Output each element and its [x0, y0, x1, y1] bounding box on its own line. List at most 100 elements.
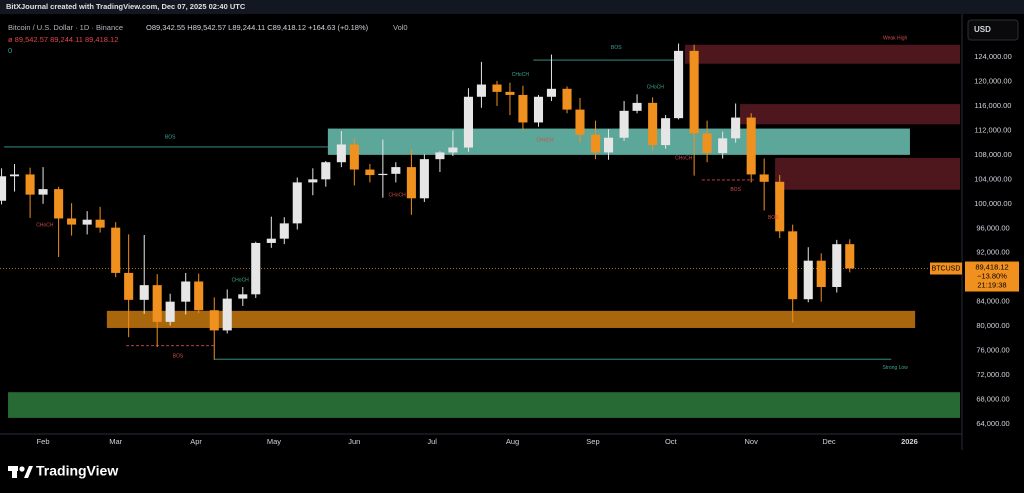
zone: [775, 157, 960, 190]
y-tick-label: 100,000.00: [974, 199, 1012, 208]
candle-body: [139, 285, 149, 300]
candle-body: [546, 88, 557, 97]
y-tick-label: 64,000.00: [976, 419, 1009, 428]
candle-body: [603, 137, 614, 153]
y-tick-label: 116,000.00: [975, 101, 1012, 110]
candle-body: [463, 96, 473, 148]
candle-body: [661, 118, 671, 146]
candle-body: [448, 147, 458, 153]
candle-body: [308, 179, 318, 183]
x-tick-label: Jun: [348, 437, 360, 446]
candle-body: [562, 88, 572, 110]
x-tick-label: Sep: [586, 437, 599, 446]
candle-body: [336, 144, 346, 163]
annotation: Strong Low: [883, 365, 909, 371]
candle-body: [266, 238, 276, 243]
candle-body: [165, 301, 175, 322]
zone: [106, 310, 916, 328]
candle-body: [209, 310, 219, 331]
candle-body: [365, 169, 375, 176]
y-tick-label: 80,000.00: [976, 321, 1009, 330]
candle-body: [419, 159, 429, 199]
candle-body: [775, 181, 785, 232]
x-tick-label: 2026: [901, 437, 918, 446]
annotation: CHoCH: [647, 84, 665, 90]
x-tick-label: Feb: [37, 437, 50, 446]
annotation: CHoCH: [512, 72, 530, 78]
y-tick-label: 76,000.00: [976, 346, 1009, 355]
candle-body: [95, 219, 105, 228]
brand: TradingView: [36, 463, 118, 479]
candle-body: [435, 152, 445, 160]
candle-body: [632, 102, 642, 111]
y-tick-label: 68,000.00: [976, 395, 1009, 404]
candle-body: [9, 174, 20, 177]
x-tick-label: Nov: [745, 437, 759, 446]
zone: [8, 392, 960, 418]
x-tick-label: Mar: [109, 437, 122, 446]
annotation: CHoCH: [675, 155, 693, 161]
candle-body: [518, 94, 528, 123]
currency-box[interactable]: [967, 19, 1019, 41]
annotation: BOS: [165, 134, 176, 140]
change-label: −13.80%: [977, 272, 1007, 281]
candle-body: [54, 189, 64, 219]
candle-body: [279, 223, 289, 239]
candle-body: [292, 182, 302, 224]
candle-body: [674, 50, 684, 119]
logo: [8, 466, 33, 478]
annotation: CHoCH: [36, 223, 54, 229]
y-tick-label: 124,000.00: [974, 52, 1012, 61]
ticker: BTCUSD: [932, 265, 961, 272]
candle-body: [759, 174, 769, 182]
candle-body: [378, 173, 388, 176]
candle-body: [251, 242, 261, 295]
candle-body: [82, 219, 92, 225]
candle-body: [152, 285, 162, 322]
x-tick-label: May: [267, 437, 281, 446]
zone: [327, 128, 910, 155]
candle-body: [349, 144, 359, 170]
price-tag: [965, 261, 1019, 292]
candle-body: [391, 167, 401, 174]
candle-body: [746, 117, 756, 175]
annotation: BOS: [768, 215, 779, 221]
y-tick-label: 92,000.00: [976, 248, 1009, 257]
candle-body: [25, 174, 35, 195]
symbol: Bitcoin / U.S. Dollar · 1D · Binance: [8, 23, 123, 32]
candle-body: [816, 260, 826, 287]
candle-body: [67, 218, 77, 225]
annotation: CHoCH: [389, 193, 407, 199]
candle-body: [731, 117, 741, 139]
indicator-value: 0: [8, 46, 12, 55]
candle-body: [689, 50, 699, 134]
annotation: Weak High: [883, 35, 908, 41]
candle-body: [194, 281, 204, 311]
indicator-values: ø 89,542.57 89,244.11 89,418.12: [8, 35, 118, 44]
candle-body: [803, 260, 813, 300]
candle-body: [575, 109, 585, 135]
y-tick-label: 72,000.00: [976, 370, 1009, 379]
annotation: BOS: [611, 45, 622, 51]
y-tick-label: 104,000.00: [974, 174, 1012, 183]
ticker-tag: [930, 262, 962, 275]
candle-body: [832, 244, 842, 287]
countdown: 21:19:38: [977, 281, 1006, 290]
x-tick-label: Apr: [190, 437, 202, 446]
candle-body: [476, 84, 486, 97]
candle-body: [492, 84, 502, 92]
candle-body: [718, 138, 728, 154]
candle-body: [591, 134, 601, 153]
annotation: CHoCH: [232, 278, 250, 284]
header-bar: [0, 0, 1024, 14]
candle-body: [181, 281, 191, 302]
candle-body: [222, 298, 232, 331]
candle-body: [38, 189, 48, 195]
ohlc: O89,342.55 H89,542.57 L89,244.11 C89,418…: [146, 23, 369, 32]
zone: [740, 104, 960, 125]
y-tick-label: 96,000.00: [976, 223, 1009, 232]
annotation: BOS: [730, 187, 741, 193]
annotation: BOS: [173, 353, 184, 359]
